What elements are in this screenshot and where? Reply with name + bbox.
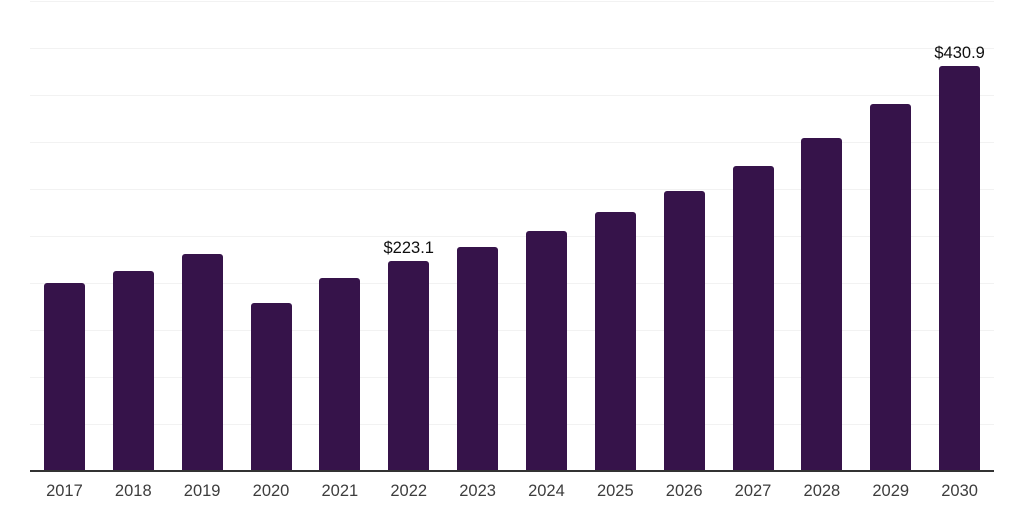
bar-2017 [43, 283, 85, 471]
x-axis-line [30, 470, 994, 472]
bar-slot [719, 1, 788, 471]
gridline [30, 283, 994, 284]
gridline [30, 142, 994, 143]
bar-slot [237, 1, 306, 471]
bar-slot [581, 1, 650, 471]
bar-2026 [663, 190, 705, 471]
gridline [30, 424, 994, 425]
x-tick-label-2027: 2027 [734, 482, 772, 500]
bar-slot [512, 1, 581, 471]
bar-2018 [112, 270, 154, 471]
gridline [30, 48, 994, 49]
bar-2028 [801, 138, 843, 471]
x-tick-label-2019: 2019 [183, 482, 221, 500]
x-tick-label-2029: 2029 [872, 482, 910, 500]
bars-container: $223.1 $430.9 [30, 1, 994, 471]
x-tick-label-2030: 2030 [941, 482, 978, 500]
x-tick-label-2028: 2028 [803, 482, 841, 500]
x-tick-label-2018: 2018 [114, 482, 152, 500]
bar-2023 [457, 247, 499, 471]
bar-value-label: $223.1 [383, 238, 434, 257]
gridline [30, 236, 994, 237]
bar-slot: $430.9 [925, 1, 994, 471]
bar-slot [305, 1, 374, 471]
x-tick-label-2020: 2020 [252, 482, 290, 500]
gridline [30, 377, 994, 378]
bar-2024 [525, 231, 567, 471]
bar-slot [443, 1, 512, 471]
x-tick-label-2024: 2024 [528, 482, 565, 500]
gridline [30, 330, 994, 331]
bar-slot [787, 1, 856, 471]
bar-2022 [388, 261, 430, 471]
bar-slot [99, 1, 168, 471]
bar-slot [168, 1, 237, 471]
bar-2027 [732, 166, 774, 471]
bar-2019 [181, 253, 223, 471]
bar-slot [856, 1, 925, 471]
plot-area: $223.1 $430.9 [30, 1, 994, 472]
x-axis-labels: 2017 2018 2019 2020 2021 2022 2023 2024 2025 2026… [30, 482, 994, 501]
bar-slot: $223.1 [374, 1, 443, 471]
x-tick-label-2025: 2025 [596, 482, 634, 500]
bar-2029 [870, 104, 912, 471]
gridline [30, 1, 994, 2]
bar-value-label: $430.9 [934, 43, 985, 62]
gridline [30, 189, 994, 190]
x-tick-label-2026: 2026 [665, 482, 703, 500]
bar-2020 [250, 302, 292, 471]
bar-slot [30, 1, 99, 471]
x-tick-label-2023: 2023 [459, 482, 496, 500]
bar-slot [650, 1, 719, 471]
x-tick-label-2022: 2022 [390, 482, 428, 500]
gridline [30, 95, 994, 96]
x-tick-label-2021: 2021 [321, 482, 359, 500]
bar-2025 [594, 211, 636, 471]
bar-2030 [939, 66, 981, 471]
x-tick-label-2017: 2017 [46, 482, 83, 500]
bar-2021 [319, 278, 361, 471]
